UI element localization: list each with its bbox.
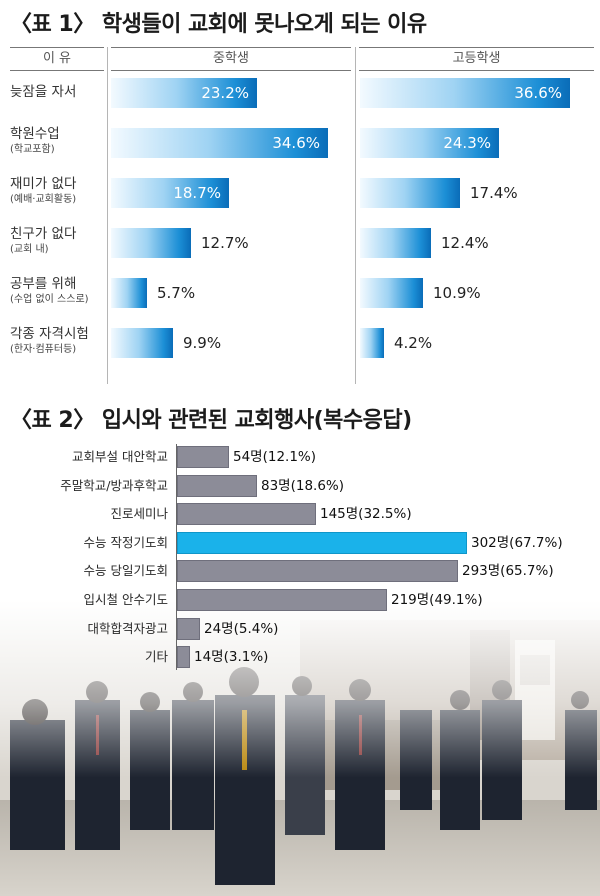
bar-high-school xyxy=(360,128,499,158)
event-bar xyxy=(177,589,387,611)
event-value-label: 219명(49.1%) xyxy=(391,592,483,608)
event-label: 수능 작정기도회 xyxy=(83,535,168,550)
bar-value-label: 34.6% xyxy=(272,134,320,152)
bar-value-label: 23.2% xyxy=(201,84,249,102)
event-value-label: 302명(67.7%) xyxy=(471,535,563,551)
reason-label: 각종 자격시험 (한자·컴퓨터등) xyxy=(10,326,106,356)
reason-main-text: 공부를 위해 xyxy=(10,276,77,292)
chart2-axis xyxy=(176,444,177,670)
bar-value-label: 18.7% xyxy=(173,184,221,202)
table2-title: 〈표 2〉 입시와 관련된 교회행사(복수응답) xyxy=(10,408,412,433)
column-divider xyxy=(355,47,356,384)
bar-value-label: 5.7% xyxy=(157,284,196,302)
event-bar xyxy=(177,446,229,468)
reason-label: 학원수업 (학교포함) xyxy=(10,126,106,156)
bar-high-school xyxy=(360,178,460,208)
reason-label: 친구가 없다 (교회 내) xyxy=(10,226,106,256)
event-label: 진로세미나 xyxy=(110,506,168,521)
reason-sub-text: (학교포함) xyxy=(10,144,55,155)
reason-main-text: 재미가 없다 xyxy=(10,176,77,192)
reason-main-text: 각종 자격시험 xyxy=(10,326,89,342)
table1-title: 〈표 1〉 학생들이 교회에 못나오게 되는 이유 xyxy=(10,12,427,37)
bar-high-school xyxy=(360,328,384,358)
bar-value-label: 12.7% xyxy=(201,234,249,252)
header-high-school: 고등학생 xyxy=(359,47,594,71)
event-label: 주말학교/방과후학교 xyxy=(60,478,168,493)
header-middle-school: 중학생 xyxy=(111,47,351,71)
bar-value-label: 17.4% xyxy=(470,184,518,202)
reason-main-text: 학원수업 xyxy=(10,126,60,142)
bar-value-label: 24.3% xyxy=(443,134,491,152)
bar-high-school xyxy=(360,228,431,258)
event-bar xyxy=(177,646,190,668)
bar-value-label: 10.9% xyxy=(433,284,481,302)
bar-value-label: 9.9% xyxy=(183,334,222,352)
reason-main-text: 늦잠을 자서 xyxy=(10,84,77,100)
bar-high-school xyxy=(360,278,423,308)
students-photo xyxy=(0,600,600,896)
reason-main-text: 친구가 없다 xyxy=(10,226,77,242)
event-bar xyxy=(177,532,467,554)
bar-middle-school xyxy=(111,128,328,158)
event-value-label: 145명(32.5%) xyxy=(320,506,412,522)
reason-label: 늦잠을 자서 xyxy=(10,84,106,101)
column-divider xyxy=(107,47,108,384)
event-label: 입시철 안수기도 xyxy=(83,592,168,607)
bar-middle-school xyxy=(111,78,257,108)
event-bar xyxy=(177,503,316,525)
event-value-label: 14명(3.1%) xyxy=(194,649,269,665)
bar-value-label: 4.2% xyxy=(394,334,433,352)
event-label: 수능 당일기도회 xyxy=(83,563,168,578)
event-label: 대학합격자광고 xyxy=(87,621,168,636)
reason-sub-text: (수업 없이 스스로) xyxy=(10,294,89,305)
reason-label: 재미가 없다 (예배·교회활동) xyxy=(10,176,106,206)
reason-sub-text: (교회 내) xyxy=(10,244,49,255)
event-value-label: 293명(65.7%) xyxy=(462,563,554,579)
event-value-label: 54명(12.1%) xyxy=(233,449,317,465)
reason-sub-text: (예배·교회활동) xyxy=(10,194,77,205)
reason-label: 공부를 위해 (수업 없이 스스로) xyxy=(10,276,106,306)
bar-middle-school xyxy=(111,178,229,208)
event-bar xyxy=(177,475,257,497)
header-reason: 이 유 xyxy=(10,47,104,71)
event-label: 기타 xyxy=(144,649,168,664)
event-value-label: 83명(18.6%) xyxy=(261,478,345,494)
event-bar xyxy=(177,560,458,582)
event-label: 교회부설 대안학교 xyxy=(72,449,168,464)
event-value-label: 24명(5.4%) xyxy=(204,621,279,637)
event-bar xyxy=(177,618,200,640)
bar-middle-school xyxy=(111,278,147,308)
bar-value-label: 36.6% xyxy=(514,84,562,102)
reason-sub-text: (한자·컴퓨터등) xyxy=(10,344,77,355)
bar-value-label: 12.4% xyxy=(441,234,489,252)
bar-high-school xyxy=(360,78,570,108)
bar-middle-school xyxy=(111,228,191,258)
bar-middle-school xyxy=(111,328,173,358)
